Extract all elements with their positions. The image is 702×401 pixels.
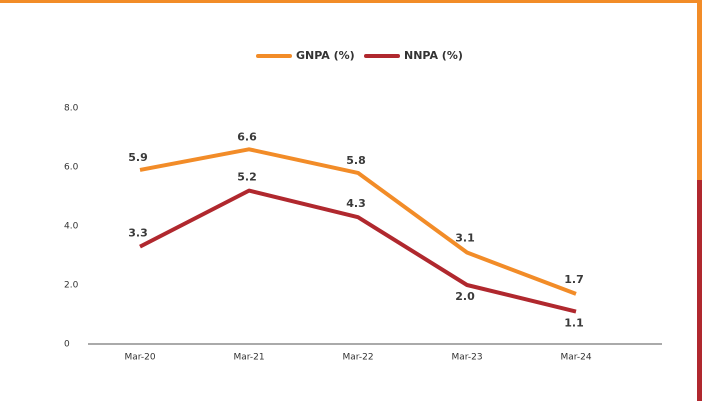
y-tick-label: 2.0	[64, 281, 79, 291]
y-tick-label: 8.0	[64, 104, 79, 114]
data-label: 3.1	[455, 232, 475, 245]
x-tick-label: Mar-22	[342, 353, 373, 363]
data-label: 5.2	[237, 171, 257, 184]
y-tick-label: 4.0	[64, 222, 79, 232]
x-tick-label: Mar-23	[451, 353, 482, 363]
data-label: 6.6	[237, 130, 257, 143]
y-tick-label: 0	[64, 340, 70, 350]
x-tick-label: Mar-20	[124, 353, 155, 363]
legend-label: NNPA (%)	[404, 49, 463, 62]
data-label: 3.3	[128, 227, 148, 240]
data-label: 2.0	[455, 290, 475, 303]
data-label: 1.1	[564, 317, 584, 330]
side-accent	[697, 180, 702, 401]
series-line	[139, 188, 577, 314]
series-line	[139, 147, 577, 296]
legend-label: GNPA (%)	[296, 49, 355, 62]
y-tick-label: 6.0	[64, 163, 79, 173]
side-accent	[697, 0, 702, 180]
data-label: 4.3	[346, 197, 366, 210]
x-tick-label: Mar-24	[560, 353, 591, 363]
x-tick-label: Mar-21	[233, 353, 264, 363]
data-label: 1.7	[564, 273, 584, 286]
data-label: 5.9	[128, 151, 148, 164]
top-border	[0, 0, 702, 3]
data-label: 5.8	[346, 154, 366, 167]
